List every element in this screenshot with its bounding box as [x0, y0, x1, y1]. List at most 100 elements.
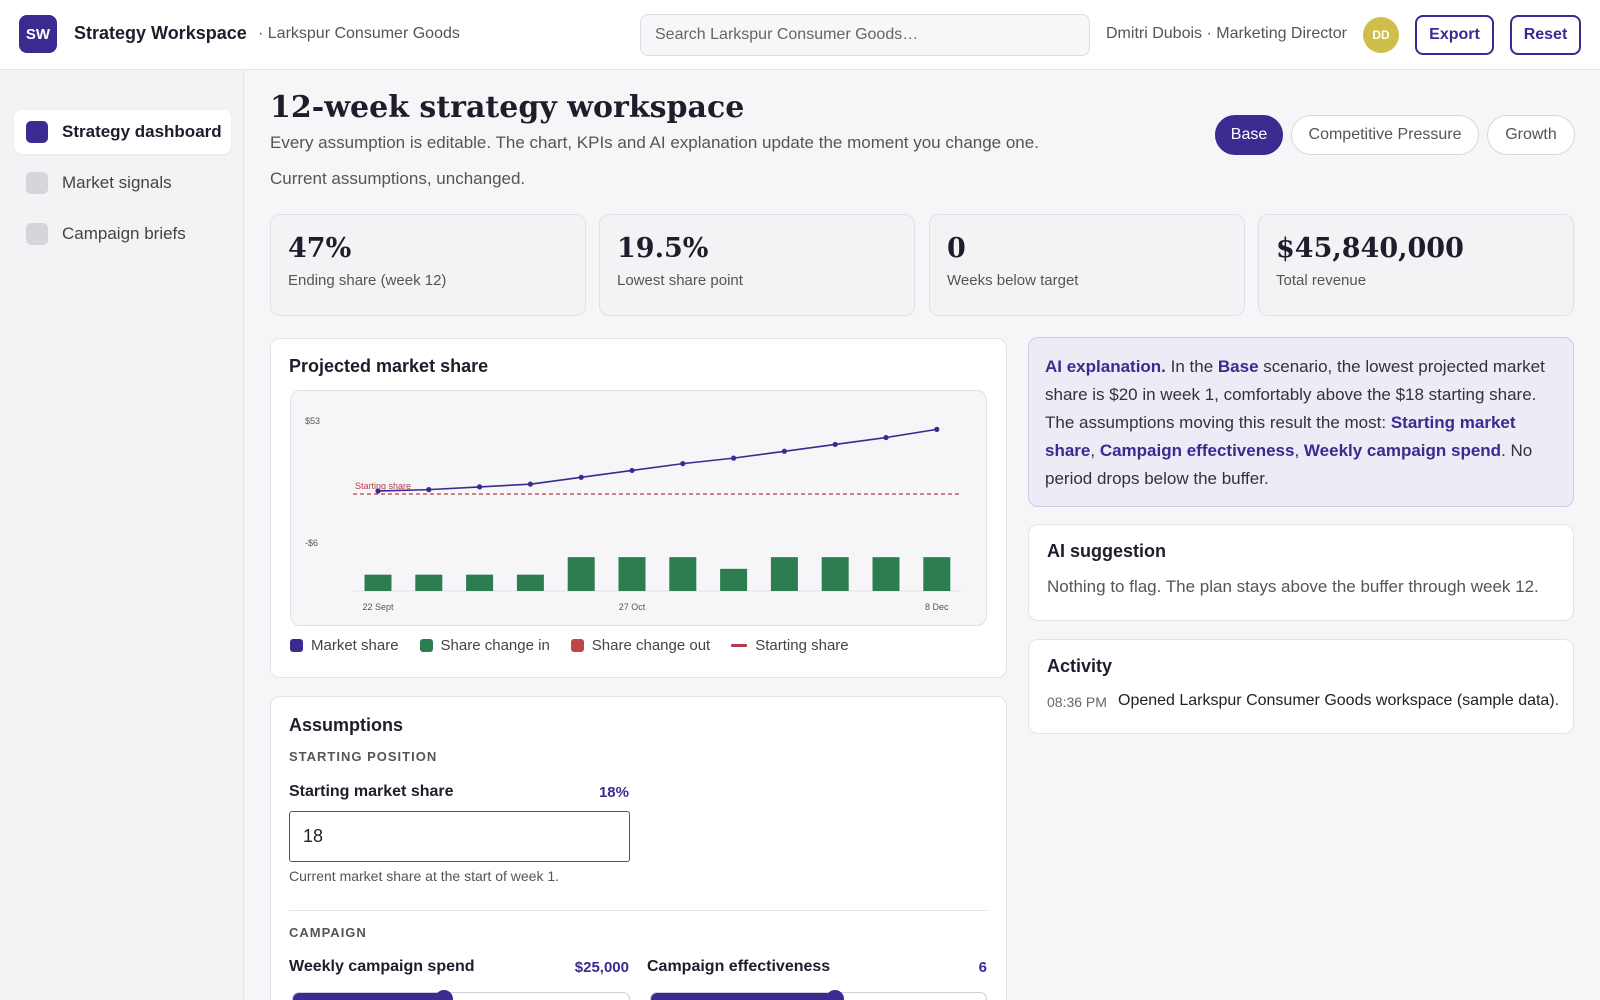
market-share-point: [426, 487, 432, 493]
activity-title: Activity: [1047, 656, 1113, 676]
ai-text: ,: [1090, 441, 1100, 460]
effectiveness-label: Campaign effectiveness: [647, 958, 831, 975]
effectiveness-slider[interactable]: [650, 992, 987, 1000]
ai-assumption-ref[interactable]: Starting market share: [1045, 413, 1516, 460]
ai-assumption-ref[interactable]: Campaign effectiveness: [1099, 441, 1295, 460]
legend-swatch: [419, 639, 433, 652]
top-header: SW Strategy Workspace · Larkspur Consume…: [0, 0, 1600, 70]
kpi-ending-share: 47% Ending share (week 12): [270, 214, 586, 316]
kpi-total-revenue: $45,840,000 Total revenue: [1258, 214, 1574, 316]
market-share-chart: $53 -$6 Starting share 22 Sept 27 Oct 8 Dec: [305, 416, 961, 612]
kpi-weeks-below-target: 0 Weeks below target: [929, 214, 1245, 316]
user-name: Dmitri Dubois · Marketing Director: [1106, 25, 1347, 42]
signals-icon: [26, 172, 48, 194]
market-share-point: [832, 441, 838, 448]
sidebar-item-label: Strategy dashboard: [62, 122, 222, 141]
kpi-label: Lowest share point: [617, 272, 743, 290]
x-tick-label: 8 Dec: [925, 602, 949, 612]
share-change-bar: [872, 557, 900, 591]
share-change-bar: [669, 557, 697, 591]
market-share-point: [578, 474, 584, 480]
legend-swatch: [570, 639, 584, 652]
share-change-bar: [466, 574, 494, 591]
legend-swatch: [290, 639, 303, 652]
kpi-value: 19.5%: [617, 233, 709, 264]
ai-scenario-ref: Base: [1217, 357, 1259, 376]
ai-text: . No period drops below the buffer.: [1045, 441, 1533, 488]
app-logo: SW: [19, 15, 57, 53]
page-subtitle: Every assumption is editable. The chart,…: [270, 133, 1039, 152]
share-change-bar: [923, 557, 951, 591]
scenario-competitive-pressure-button[interactable]: Competitive Pressure: [1291, 115, 1479, 155]
ai-suggestion-title: AI suggestion: [1047, 541, 1167, 561]
activity-text: Opened Larkspur Consumer Goods workspace…: [1118, 692, 1560, 709]
search-input[interactable]: [640, 14, 1090, 56]
ai-explanation-lead: AI explanation.: [1045, 357, 1166, 376]
legend-label: Starting share: [755, 637, 849, 654]
ai-assumption-ref[interactable]: Weekly campaign spend: [1303, 441, 1502, 460]
app-title: Strategy Workspace: [74, 23, 247, 43]
org-name: · Larkspur Consumer Goods: [258, 25, 460, 42]
market-share-point: [527, 481, 533, 487]
market-share-point: [477, 484, 483, 490]
legend-label: Market share: [311, 637, 399, 654]
share-change-bar: [770, 557, 798, 591]
kpi-value: 0: [947, 233, 966, 264]
share-change-bar: [720, 568, 748, 591]
sidebar-item-campaign-briefs[interactable]: Campaign briefs: [14, 212, 231, 256]
starting-share-input[interactable]: [289, 811, 630, 862]
kpi-label: Weeks below target: [947, 272, 1079, 290]
starting-share-display: 18%: [598, 784, 629, 801]
ai-suggestion-text: Nothing to flag. The plan stays above th…: [1047, 577, 1539, 596]
kpi-value: 47%: [288, 233, 352, 264]
sidebar-item-label: Campaign briefs: [62, 224, 186, 243]
section-label-starting-position: STARTING POSITION: [289, 749, 438, 764]
market-share-point: [781, 448, 787, 454]
assumptions-title: Assumptions: [289, 715, 404, 735]
chart-title: Projected market share: [289, 356, 489, 376]
avatar[interactable]: DD: [1363, 17, 1399, 53]
kpi-value: $45,840,000: [1276, 233, 1464, 264]
scenario-base-button[interactable]: Base: [1215, 115, 1283, 155]
market-share-point: [375, 488, 381, 494]
market-share-point: [629, 467, 635, 474]
y-tick-label: $53: [305, 416, 320, 426]
market-share-point: [934, 426, 940, 432]
spend-slider-handle[interactable]: [435, 990, 454, 1000]
market-share-point: [883, 434, 889, 441]
effectiveness-slider-handle[interactable]: [826, 990, 845, 1000]
market-share-line: [377, 428, 937, 492]
share-change-bar: [567, 557, 595, 591]
activity-time: 08:36 PM: [1047, 694, 1107, 710]
slider-fill: [293, 993, 445, 1000]
sidebar-item-market-signals[interactable]: Market signals: [14, 161, 231, 205]
sidebar-item-strategy-dashboard[interactable]: Strategy dashboard: [14, 110, 231, 154]
market-share-point: [680, 461, 686, 467]
kpi-label: Total revenue: [1276, 272, 1367, 290]
legend-item-share-change-out: Share change out: [570, 637, 710, 654]
share-change-bar: [364, 574, 392, 591]
starting-share-help: Current market share at the start of wee…: [289, 868, 560, 884]
legend-item-market-share: Market share: [290, 637, 399, 654]
slider-fill: [651, 993, 836, 1000]
ai-text: In the: [1165, 357, 1218, 376]
ai-suggestion-card: [1028, 524, 1574, 621]
spend-slider[interactable]: [292, 992, 630, 1000]
export-button[interactable]: Export: [1415, 15, 1494, 55]
effectiveness-display: 6: [978, 959, 987, 976]
chart-legend: Market share Share change in Share chang…: [290, 637, 849, 654]
ai-text: ,: [1294, 441, 1304, 460]
section-label-campaign: CAMPAIGN: [289, 925, 367, 940]
share-change-bar: [821, 557, 849, 591]
spend-display: $25,000: [574, 959, 629, 976]
reset-button[interactable]: Reset: [1510, 15, 1581, 55]
y-tick-label: -$6: [305, 538, 318, 548]
status-text: Current assumptions, unchanged.: [270, 169, 526, 188]
x-tick-label: 22 Sept: [362, 602, 394, 612]
scenario-growth-button[interactable]: Growth: [1487, 115, 1575, 155]
dashboard-icon: [26, 121, 48, 143]
x-tick-label: 27 Oct: [619, 602, 646, 612]
activity-card: [1028, 639, 1574, 734]
starting-share-label: Starting share: [355, 481, 411, 491]
sidebar-item-label: Market signals: [62, 173, 172, 192]
